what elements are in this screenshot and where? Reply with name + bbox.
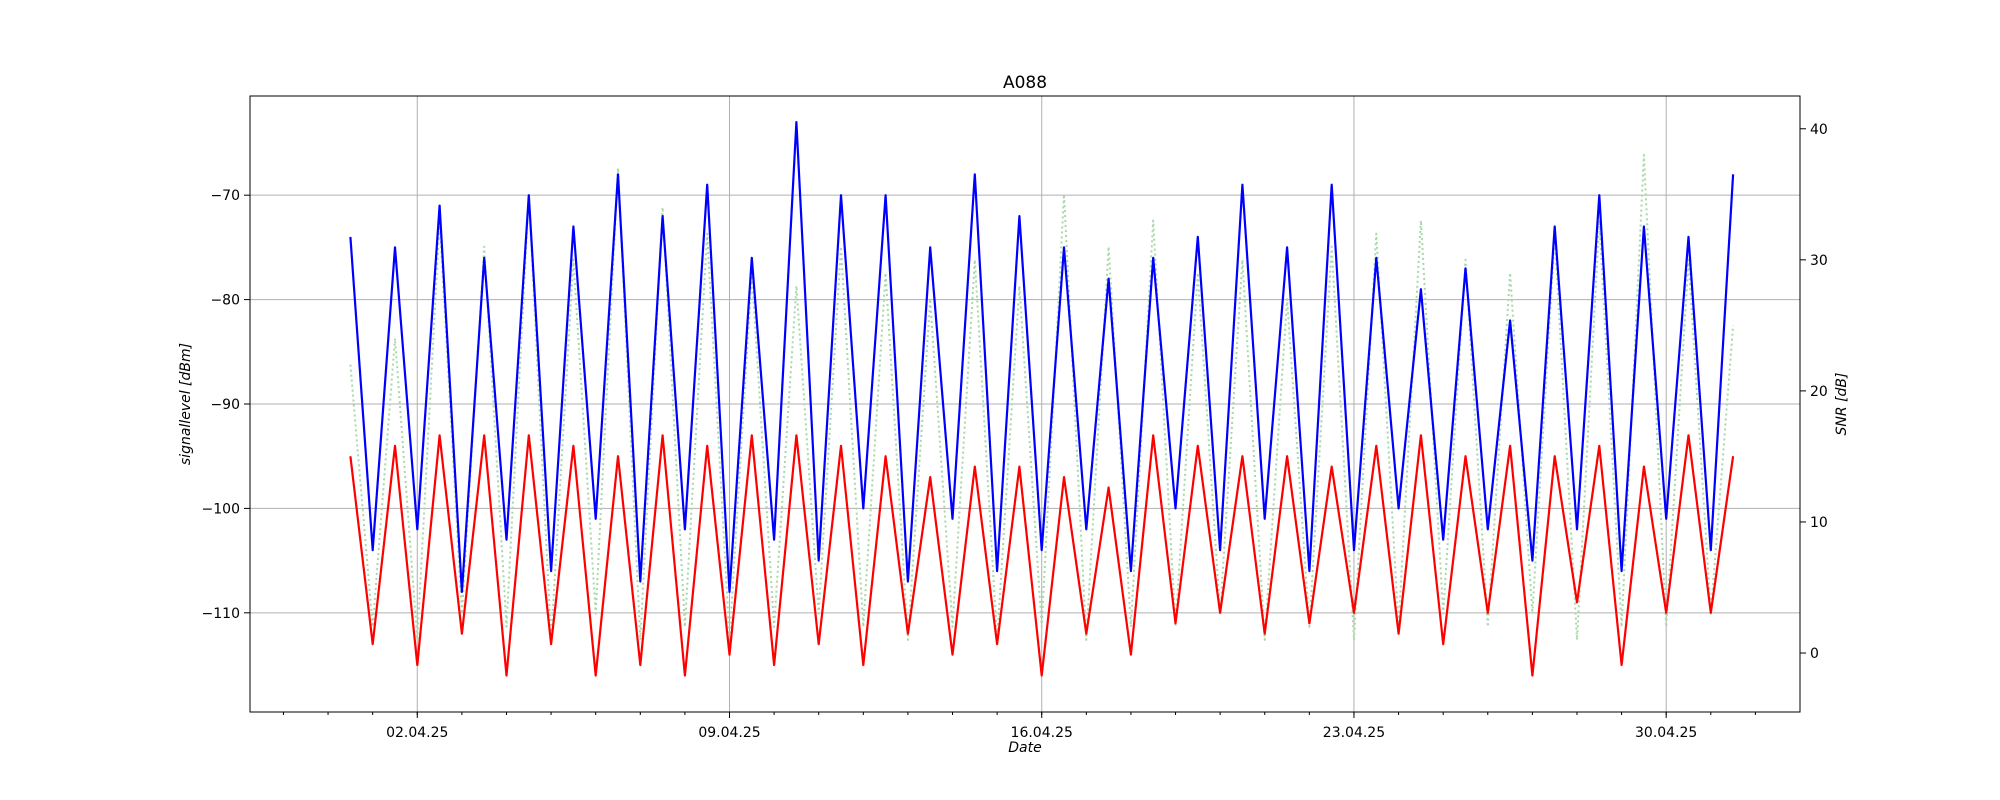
- x-tick-label: 09.04.25: [698, 725, 760, 741]
- x-axis-title: Date: [1008, 740, 1041, 756]
- y-axis-left-title: signallevel [dBm]: [178, 343, 194, 465]
- series-line-1: [349, 434, 1735, 677]
- y-right-tick-label: 40: [1810, 122, 1828, 138]
- y-left-tick-label: −80: [210, 293, 240, 309]
- y-right-tick-label: 30: [1810, 253, 1828, 269]
- series-line-0: [349, 120, 1735, 594]
- y-left-tick-label: −110: [202, 606, 240, 622]
- series-line-2: [349, 154, 1735, 641]
- x-tick-label: 02.04.25: [386, 725, 448, 741]
- axes: 02.04.25 09.04.25 16.04.25 23.04.25 30.04.25…: [202, 122, 1828, 741]
- y-right-tick-label: 10: [1810, 515, 1828, 531]
- chart-title: A088: [1003, 73, 1047, 93]
- y-left-tick-label: −70: [210, 188, 240, 204]
- y-left-tick-label: −90: [210, 397, 240, 413]
- y-axis-right-title: SNR [dB]: [1834, 373, 1850, 436]
- y-right-tick-label: 20: [1810, 384, 1828, 400]
- series-layer: [349, 120, 1735, 677]
- y-left-tick-label: −100: [202, 501, 240, 517]
- x-tick-label: 23.04.25: [1323, 725, 1385, 741]
- x-tick-label: 16.04.25: [1011, 725, 1073, 741]
- x-tick-label: 30.04.25: [1635, 725, 1697, 741]
- y-right-tick-label: 0: [1810, 646, 1819, 662]
